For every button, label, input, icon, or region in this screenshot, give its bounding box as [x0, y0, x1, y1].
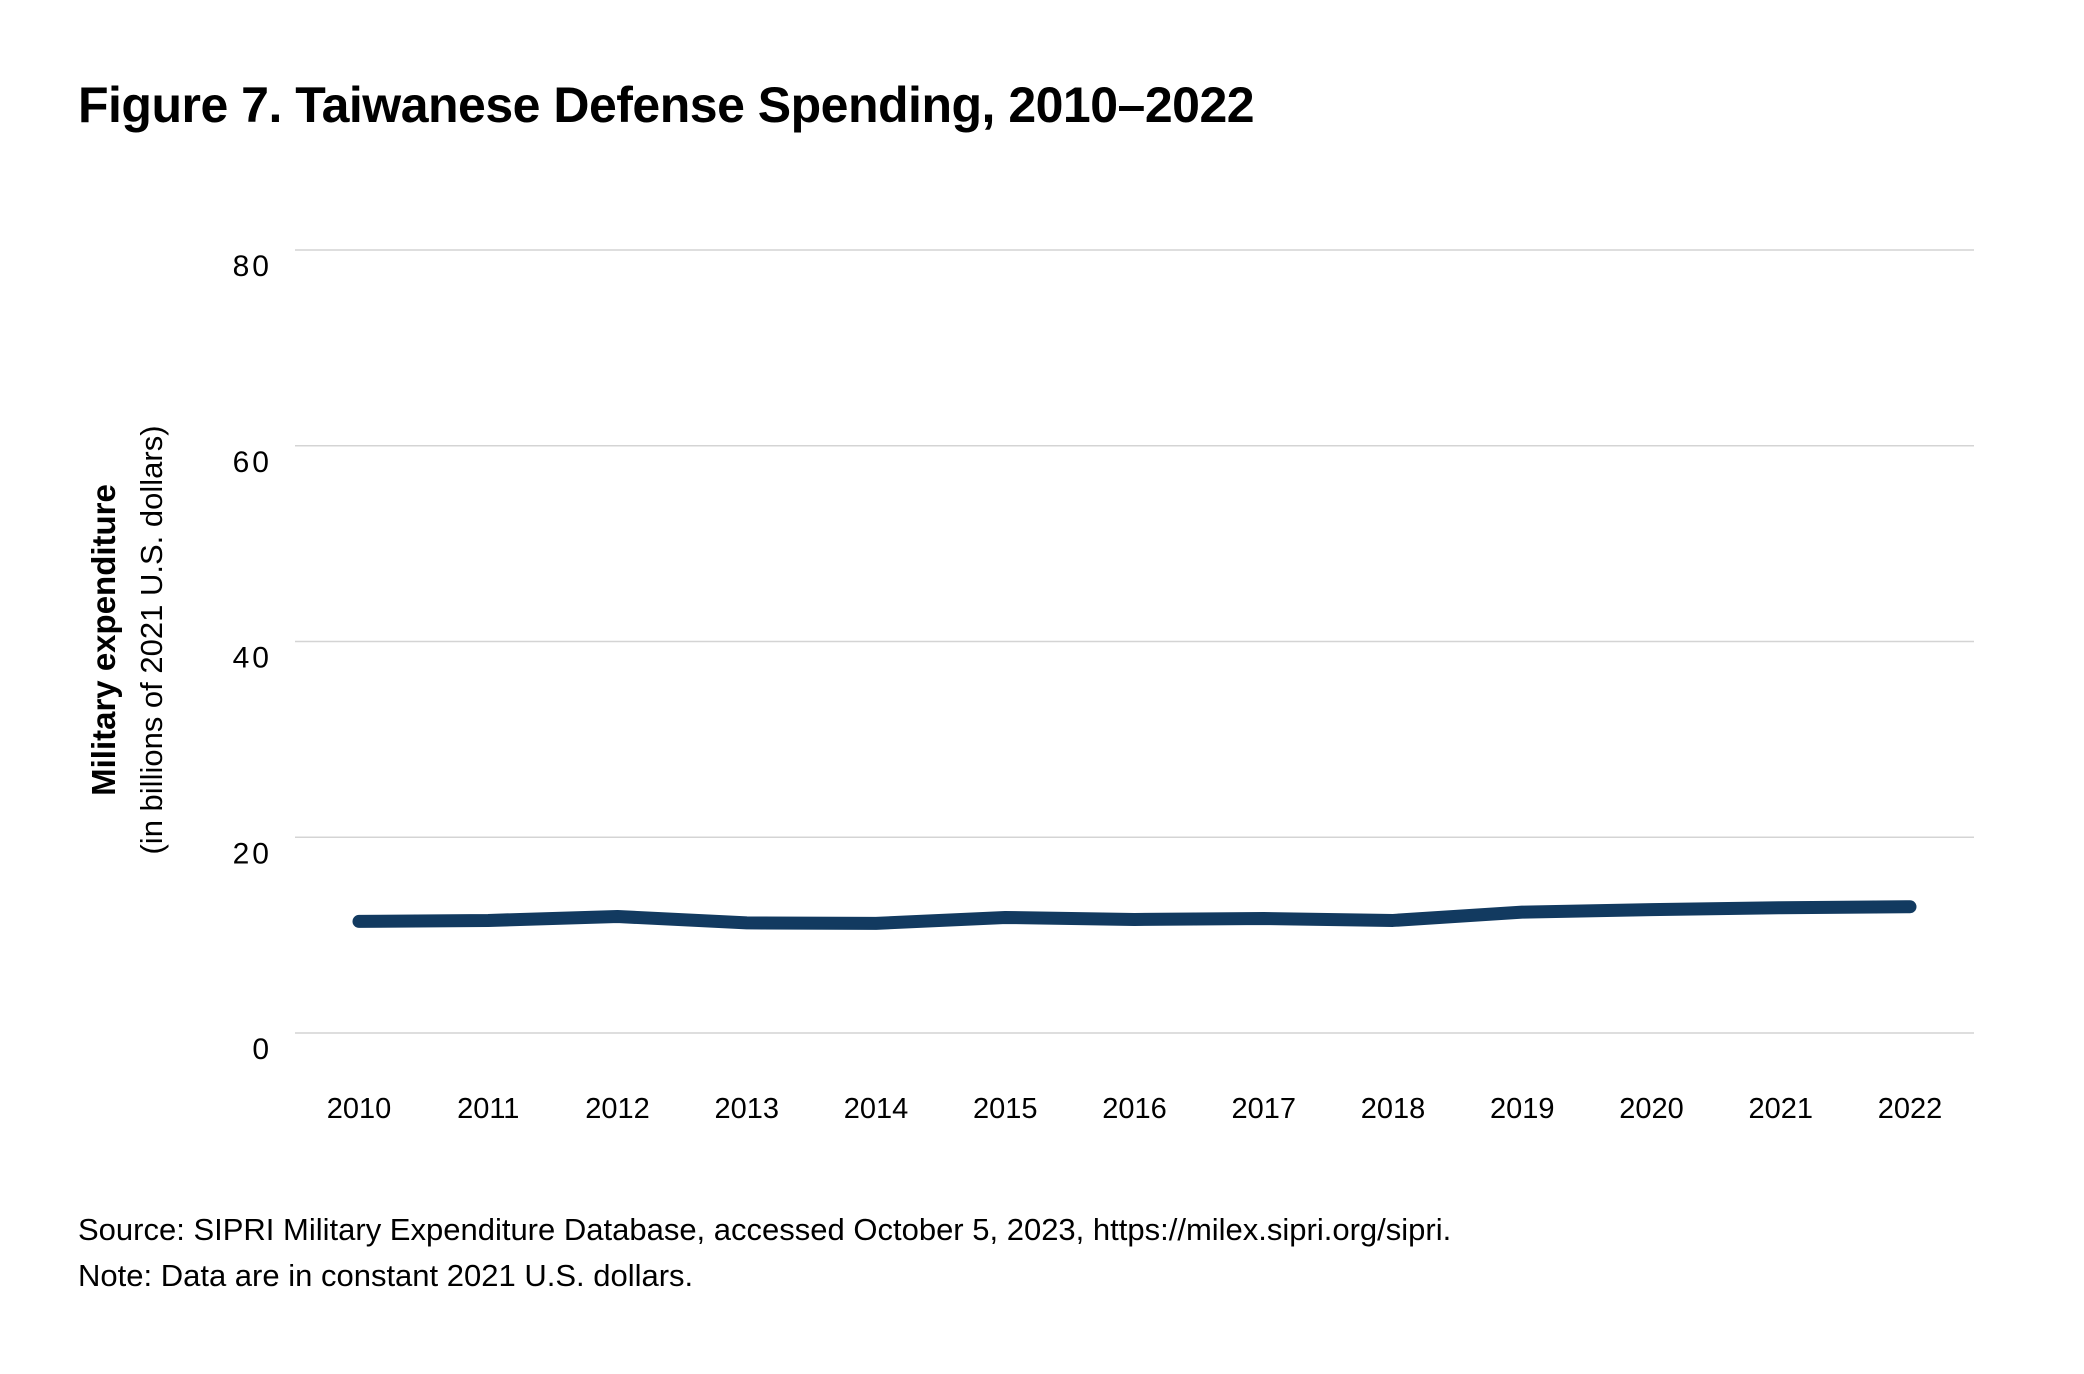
x-tick-label: 2014 — [844, 1093, 909, 1125]
x-tick-label: 2010 — [327, 1093, 392, 1125]
x-tick-label: 2020 — [1619, 1093, 1684, 1125]
y-axis-label: Military expenditure — [85, 484, 122, 796]
y-axis-sublabel: (in billions of 2021 U.S. dollars) — [134, 425, 169, 854]
x-tick-label: 2022 — [1878, 1093, 1943, 1125]
x-tick-label: 2012 — [585, 1093, 650, 1125]
series-line — [352, 900, 1917, 930]
x-tick-label: 2021 — [1748, 1093, 1813, 1125]
x-tick-label: 2015 — [973, 1093, 1038, 1125]
data-note: Note: Data are in constant 2021 U.S. dol… — [78, 1258, 694, 1293]
x-tick-label: 2019 — [1490, 1093, 1555, 1125]
y-tick-label: 40 — [233, 642, 272, 675]
x-tick-label: 2016 — [1102, 1093, 1167, 1125]
y-tick-label: 0 — [252, 1033, 272, 1066]
y-tick-label: 60 — [233, 446, 272, 479]
source-note: Source: SIPRI Military Expenditure Datab… — [78, 1212, 1452, 1247]
chart-title: Figure 7. Taiwanese Defense Spending, 20… — [78, 77, 1255, 133]
x-tick-label: 2013 — [714, 1093, 779, 1125]
y-tick-label: 20 — [233, 837, 272, 870]
x-tick-label: 2018 — [1361, 1093, 1426, 1125]
x-tick-label: 2017 — [1231, 1093, 1296, 1125]
x-tick-label: 2011 — [457, 1093, 519, 1125]
y-tick-label: 80 — [233, 250, 272, 283]
